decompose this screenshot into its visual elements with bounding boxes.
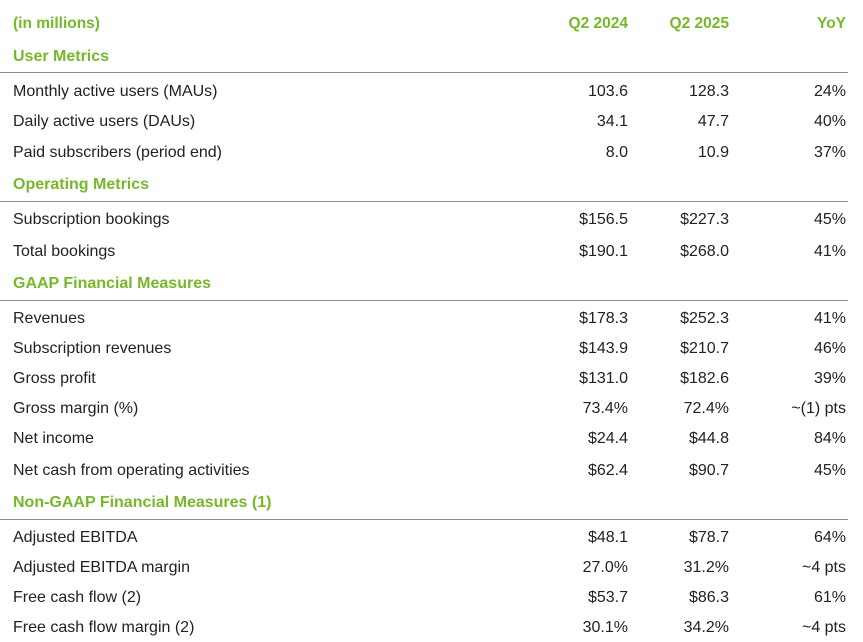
section-divider <box>0 519 848 520</box>
column-header-q2-2025: Q2 2025 <box>669 15 729 32</box>
value-q2-2025: $90.7 <box>688 462 729 479</box>
value-q2-2024: 30.1% <box>582 619 628 636</box>
value-q2-2025: $182.6 <box>680 370 729 387</box>
value-q2-2024: $62.4 <box>587 462 628 479</box>
value-yoy: 45% <box>813 462 846 479</box>
value-yoy: 39% <box>813 370 846 387</box>
table-row: Net cash from operating activities $62.4 $… <box>0 457 863 485</box>
value-q2-2024: $48.1 <box>587 529 628 546</box>
metric-label: Paid subscribers (period end) <box>13 144 222 161</box>
table-row: Adjusted EBITDA $48.1 $78.7 64% <box>0 524 863 552</box>
value-yoy: ~4 pts <box>801 619 846 636</box>
section-title-text: Operating Metrics <box>13 176 150 193</box>
value-q2-2024: 8.0 <box>605 144 628 161</box>
value-q2-2024: $143.9 <box>579 340 628 357</box>
table-row: Adjusted EBITDA margin 27.0% 31.2% ~4 pts <box>0 554 863 582</box>
column-header-q2-2024: Q2 2024 <box>568 15 628 32</box>
value-q2-2025: 10.9 <box>697 144 729 161</box>
metric-label: Free cash flow margin (2) <box>13 619 195 636</box>
table-row: Total bookings $190.1 $268.0 41% <box>0 238 863 266</box>
value-yoy: 37% <box>813 144 846 161</box>
value-q2-2025: $86.3 <box>688 589 729 606</box>
value-q2-2025: 128.3 <box>688 83 729 100</box>
table-row: Subscription bookings $156.5 $227.3 45% <box>0 206 863 234</box>
table-row: Free cash flow margin (2) 30.1% 34.2% ~4 pt… <box>0 614 863 642</box>
section-divider <box>0 72 848 73</box>
value-yoy: ~4 pts <box>801 559 846 576</box>
table-row: Subscription revenues $143.9 $210.7 46% <box>0 335 863 363</box>
value-yoy: 40% <box>813 113 846 130</box>
value-yoy: 41% <box>813 310 846 327</box>
section-title: Operating Metrics <box>0 171 863 199</box>
table-row: Paid subscribers (period end) 8.0 10.9 37% <box>0 139 863 167</box>
value-yoy: ~(1) pts <box>791 400 846 417</box>
metric-label: Net income <box>13 430 94 447</box>
metric-label: Gross margin (%) <box>13 400 139 417</box>
metric-label: Adjusted EBITDA margin <box>13 559 190 576</box>
value-q2-2025: 47.7 <box>697 113 729 130</box>
value-q2-2024: 34.1 <box>596 113 628 130</box>
value-q2-2024: 103.6 <box>587 83 628 100</box>
section-title-text: User Metrics <box>13 48 110 65</box>
metric-label: Gross profit <box>13 370 96 387</box>
value-q2-2024: $24.4 <box>587 430 628 447</box>
value-yoy: 24% <box>813 83 846 100</box>
value-q2-2024: 27.0% <box>582 559 628 576</box>
section-divider <box>0 201 848 202</box>
table-row: Free cash flow (2) $53.7 $86.3 61% <box>0 584 863 612</box>
metric-label: Net cash from operating activities <box>13 462 250 479</box>
value-yoy: 45% <box>813 211 846 228</box>
section-divider <box>0 300 848 301</box>
section-title-text: GAAP Financial Measures <box>13 275 211 292</box>
section-title: User Metrics <box>0 43 863 71</box>
table-row: Net income $24.4 $44.8 84% <box>0 425 863 453</box>
value-q2-2024: $190.1 <box>579 243 628 260</box>
table-row: Daily active users (DAUs) 34.1 47.7 40% <box>0 108 863 136</box>
metric-label: Monthly active users (MAUs) <box>13 83 218 100</box>
section-title-text: Non-GAAP Financial Measures (1) <box>13 494 272 511</box>
value-q2-2024: 73.4% <box>582 400 628 417</box>
table-row: Gross margin (%) 73.4% 72.4% ~(1) pts <box>0 395 863 423</box>
value-q2-2025: 72.4% <box>683 400 729 417</box>
metric-label: Total bookings <box>13 243 116 260</box>
value-yoy: 41% <box>813 243 846 260</box>
value-q2-2024: $156.5 <box>579 211 628 228</box>
table-row: Revenues $178.3 $252.3 41% <box>0 305 863 333</box>
table-row: Monthly active users (MAUs) 103.6 128.3 24% <box>0 78 863 106</box>
table-header: (in millions) Q2 2024 Q2 2025 YoY <box>0 10 863 38</box>
section-title: Non-GAAP Financial Measures (1) <box>0 489 863 517</box>
metric-label: Subscription revenues <box>13 340 172 357</box>
value-q2-2024: $178.3 <box>579 310 628 327</box>
value-q2-2025: $268.0 <box>680 243 729 260</box>
value-q2-2025: $44.8 <box>688 430 729 447</box>
metric-label: Adjusted EBITDA <box>13 529 138 546</box>
value-q2-2025: 34.2% <box>683 619 729 636</box>
value-yoy: 64% <box>813 529 846 546</box>
metric-label: Subscription bookings <box>13 211 170 228</box>
value-yoy: 84% <box>813 430 846 447</box>
table-row: Gross profit $131.0 $182.6 39% <box>0 365 863 393</box>
section-title: GAAP Financial Measures <box>0 270 863 298</box>
value-yoy: 61% <box>813 589 846 606</box>
value-q2-2025: $227.3 <box>680 211 729 228</box>
value-q2-2024: $53.7 <box>587 589 628 606</box>
metric-label: Free cash flow (2) <box>13 589 142 606</box>
units-label: (in millions) <box>13 15 100 32</box>
value-q2-2025: 31.2% <box>683 559 729 576</box>
value-q2-2025: $252.3 <box>680 310 729 327</box>
value-yoy: 46% <box>813 340 846 357</box>
value-q2-2025: $78.7 <box>688 529 729 546</box>
column-header-yoy: YoY <box>817 15 846 32</box>
value-q2-2024: $131.0 <box>579 370 628 387</box>
value-q2-2025: $210.7 <box>680 340 729 357</box>
metric-label: Daily active users (DAUs) <box>13 113 196 130</box>
metric-label: Revenues <box>13 310 86 327</box>
